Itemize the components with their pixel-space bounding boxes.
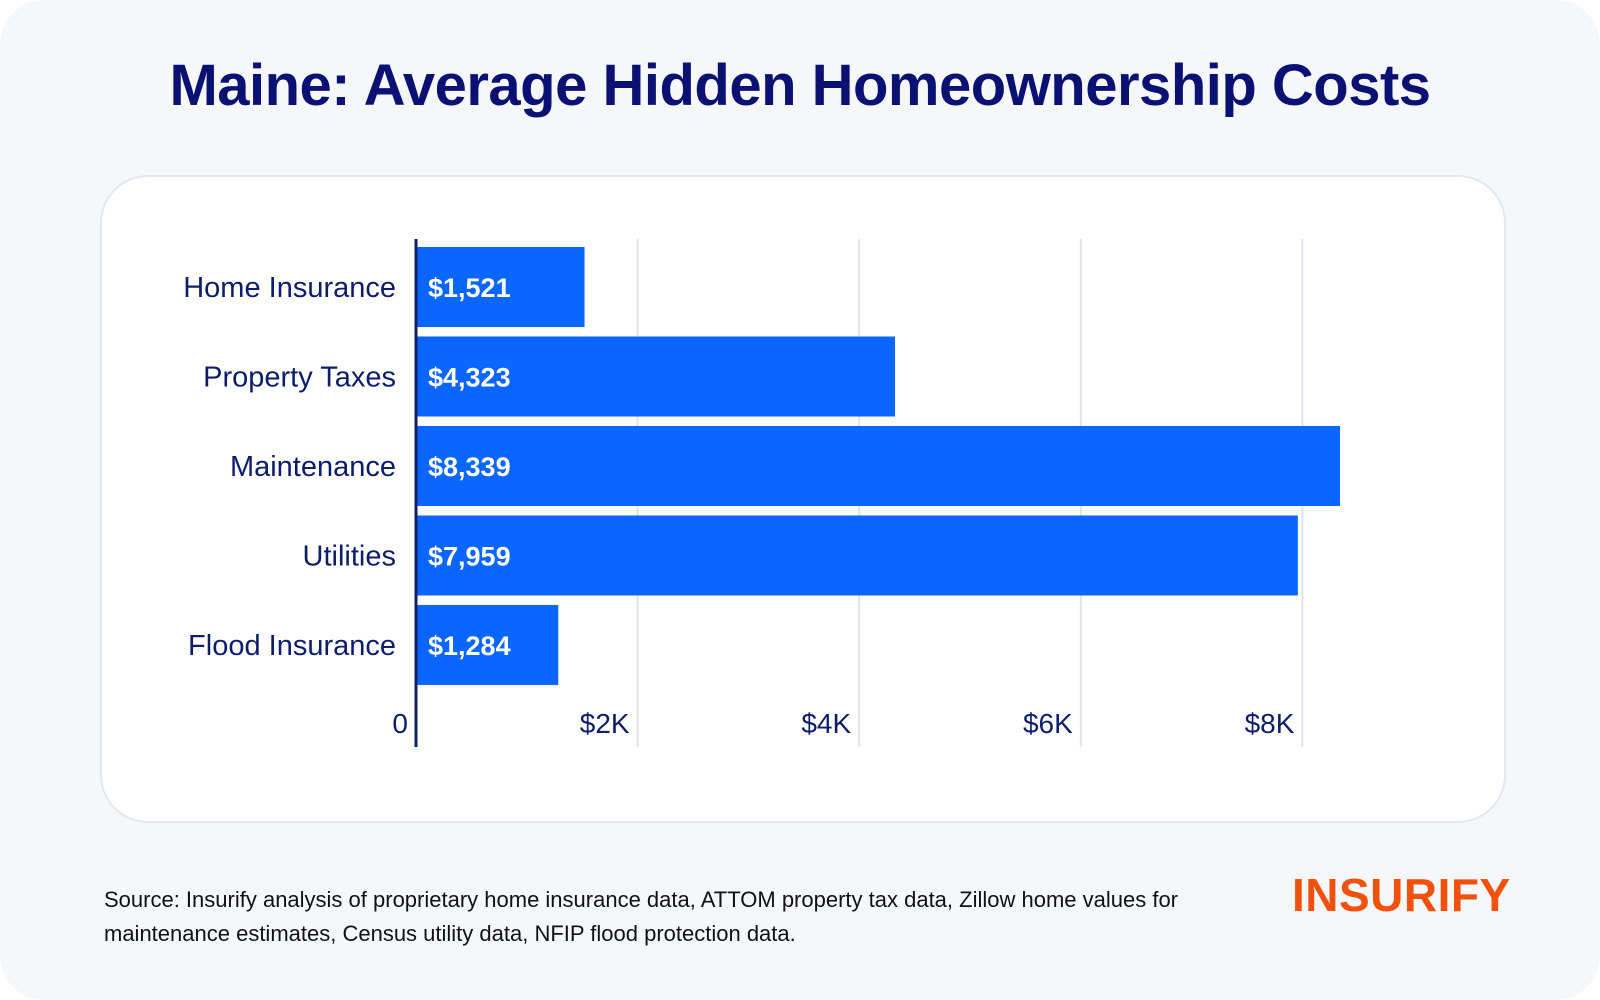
- insurify-logo: INSURIFY: [1292, 872, 1511, 918]
- bars: [416, 247, 1340, 685]
- data-label: $1,284: [428, 631, 511, 661]
- bar-chart: $1,521 Home Insurance $4,323 Property Taxes…: [183, 239, 1340, 747]
- logo-text: INSURIFY: [1292, 869, 1511, 921]
- x-tick-label: $4K: [801, 708, 851, 739]
- category-labels: $1,521 Home Insurance $4,323 Property Taxes…: [183, 272, 510, 662]
- x-tick-label: 0: [392, 708, 408, 739]
- bar-maintenance: [416, 426, 1340, 506]
- bar-utilities: [416, 515, 1298, 596]
- x-tick-label: $6K: [1023, 708, 1073, 739]
- x-tick-label: $2K: [580, 708, 630, 739]
- x-tick-label: $8K: [1245, 708, 1295, 739]
- category-label: Maintenance: [230, 451, 396, 483]
- data-label: $4,323: [428, 363, 511, 393]
- x-axis-ticks: 0 $2K $4K $6K $8K: [392, 708, 1294, 739]
- data-label: $8,339: [428, 452, 511, 482]
- category-label: Property Taxes: [203, 362, 396, 394]
- category-label: Flood Insurance: [188, 630, 396, 662]
- category-label: Home Insurance: [183, 272, 396, 304]
- category-label: Utilities: [303, 541, 396, 573]
- source-note: Source: Insurify analysis of proprietary…: [104, 887, 1179, 946]
- chart-card: $1,521 Home Insurance $4,323 Property Taxes…: [100, 175, 1506, 823]
- page-title: Maine: Average Hidden Homeownership Cost…: [169, 53, 1431, 118]
- bar-home-insurance: [416, 247, 585, 327]
- bar-property-taxes: [416, 336, 895, 417]
- data-label: $7,959: [428, 542, 511, 572]
- bar-flood-insurance: [416, 605, 559, 685]
- data-label: $1,521: [428, 273, 511, 303]
